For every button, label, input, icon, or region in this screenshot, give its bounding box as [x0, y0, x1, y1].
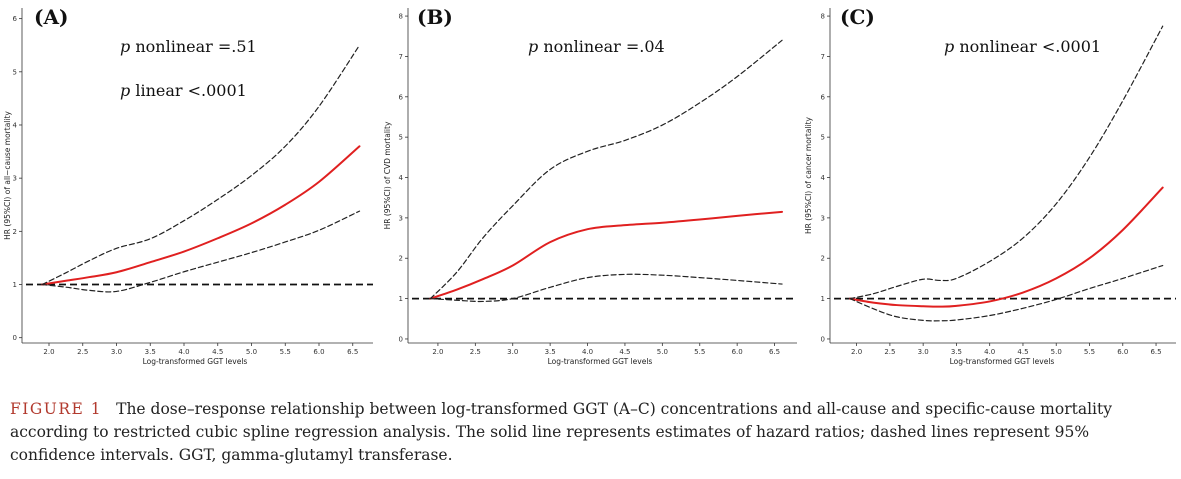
hr-estimate-line [429, 210, 784, 300]
y-tick-label: 2 [821, 255, 825, 263]
p-value-annotation: p linear <.0001 [120, 81, 247, 100]
y-tick-label: 5 [821, 134, 825, 142]
y-tick-label: 0 [399, 335, 403, 343]
figure-label: FIGURE 1 [10, 400, 103, 418]
x-tick-label: 2.0 [43, 348, 54, 356]
x-tick-label: 5.5 [694, 348, 705, 356]
x-tick-label: 3.5 [145, 348, 156, 356]
x-tick-label: 2.0 [432, 348, 443, 356]
y-tick-label: 1 [13, 281, 17, 289]
x-tick-label: 6.5 [1150, 348, 1161, 356]
ci-upper-line [849, 25, 1164, 300]
y-tick-label: 3 [399, 214, 403, 222]
y-tick-label: 2 [399, 255, 403, 263]
y-axis-label: HR (95%CI) of CVD mortality [383, 121, 392, 229]
ci-lower-line [849, 264, 1164, 322]
x-tick-label: 5.0 [246, 348, 257, 356]
y-tick-label: 3 [13, 175, 17, 183]
y-tick-label: 7 [821, 53, 825, 61]
y-tick-label: 8 [399, 13, 403, 21]
x-tick-label: 6.0 [1117, 348, 1128, 356]
x-tick-label: 4.5 [212, 348, 223, 356]
p-value-annotation: p nonlinear =.51 [120, 37, 257, 56]
x-tick-label: 5.5 [280, 348, 291, 356]
p-value-annotation: p nonlinear =.04 [528, 37, 665, 56]
y-tick-label: 4 [399, 174, 404, 182]
y-tick-label: 4 [13, 121, 18, 129]
panel-c: 0 1 2 3 4 5 6 7 8 2.0 2.5 3.0 3.5 4.0 4.5 5.0 5.5 6.0 6.5 L… [804, 5, 1176, 366]
x-tick-label: 6.5 [347, 348, 358, 356]
panel-label: (A) [34, 5, 68, 29]
y-tick-label: 3 [821, 214, 825, 222]
x-tick-label: 4.0 [582, 348, 593, 356]
hr-estimate-line [41, 145, 361, 286]
y-tick-label: 5 [13, 68, 17, 76]
x-tick-label: 3.0 [507, 348, 518, 356]
y-tick-label: 4 [821, 174, 826, 182]
ci-upper-line [41, 44, 361, 286]
x-tick-label: 3.5 [545, 348, 556, 356]
caption-text: The dose–response relationship between l… [10, 400, 1112, 464]
x-tick-label: 2.5 [884, 348, 895, 356]
y-axis-label: HR (95%CI) of cancer mortality [804, 116, 813, 234]
x-tick-label: 6.0 [732, 348, 743, 356]
ci-upper-line [429, 39, 783, 300]
y-tick-label: 6 [13, 15, 18, 23]
ci-lower-line [41, 210, 361, 293]
ci-lower-line [429, 273, 783, 303]
x-tick-label: 5.5 [1084, 348, 1095, 356]
y-tick-label: 0 [821, 335, 825, 343]
panel-a: 0 1 2 3 4 5 6 2.0 2.5 3.0 3.5 4.0 4.5 5.0 5.5 6.0 6.5 Log… [3, 5, 373, 366]
x-tick-label: 4.0 [178, 348, 189, 356]
x-tick-label: 4.5 [1017, 348, 1028, 356]
x-axis-label: Log-transformed GGT levels [950, 357, 1055, 366]
x-tick-label: 3.0 [111, 348, 122, 356]
y-tick-label: 8 [821, 13, 825, 21]
y-axis-label: HR (95%CI) of all−cause mortality [3, 111, 12, 240]
x-tick-label: 2.0 [851, 348, 862, 356]
x-tick-label: 2.5 [470, 348, 481, 356]
x-tick-label: 6.0 [313, 348, 324, 356]
y-tick-label: 7 [399, 53, 403, 61]
hr-estimate-line [848, 186, 1164, 308]
figure-charts: 0 1 2 3 4 5 6 2.0 2.5 3.0 3.5 4.0 4.5 5.0 5.5 6.0 6.5 Log… [3, 5, 1176, 366]
x-tick-label: 3.5 [951, 348, 962, 356]
y-tick-label: 2 [13, 228, 17, 236]
x-tick-label: 2.5 [77, 348, 88, 356]
panel-label: (B) [417, 5, 453, 29]
x-tick-label: 5.0 [657, 348, 668, 356]
x-axis-label: Log-transformed GGT levels [548, 357, 653, 366]
x-tick-label: 4.0 [984, 348, 995, 356]
x-axis-label: Log-transformed GGT levels [143, 357, 248, 366]
x-tick-label: 4.5 [619, 348, 630, 356]
y-tick-label: 1 [399, 295, 403, 303]
panel-b: 0 1 2 3 4 5 6 7 8 2.0 2.5 3.0 3.5 4.0 4.5 5.0 5.5 6.0 6.5 L… [383, 5, 797, 366]
y-tick-label: 0 [13, 334, 17, 342]
figure-caption: FIGURE 1 The dose–response relationship b… [10, 398, 1175, 467]
x-tick-label: 6.5 [769, 348, 780, 356]
p-value-annotation: p nonlinear <.0001 [944, 37, 1101, 56]
y-tick-label: 5 [399, 134, 403, 142]
y-tick-label: 6 [399, 93, 404, 101]
x-tick-label: 3.0 [918, 348, 929, 356]
x-tick-label: 5.0 [1051, 348, 1062, 356]
panel-label: (C) [840, 5, 875, 29]
y-tick-label: 1 [821, 295, 825, 303]
y-tick-label: 6 [821, 93, 826, 101]
